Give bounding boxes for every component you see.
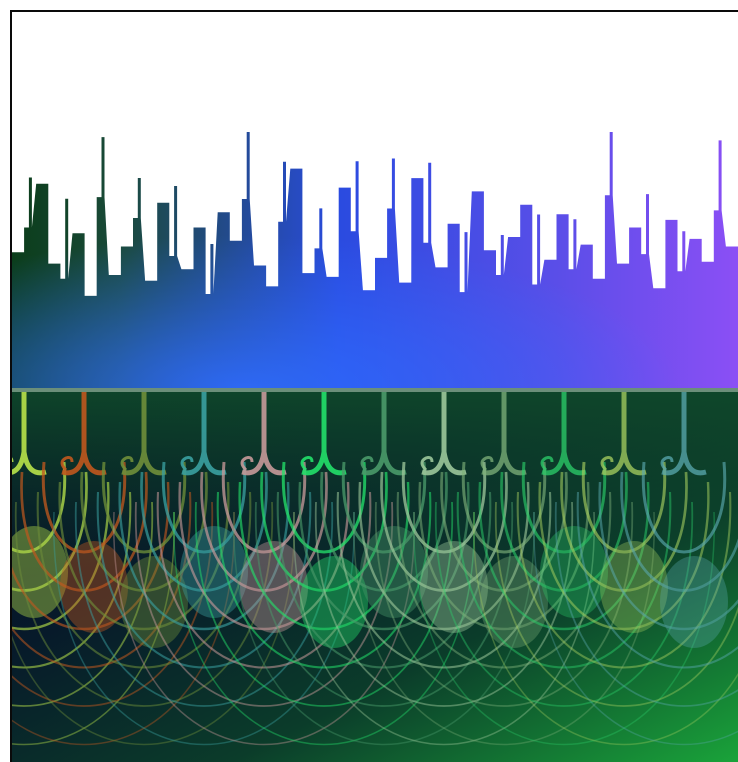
fern-9: [353, 392, 655, 746]
skyline-glow: [12, 132, 738, 390]
fern-curl: [358, 481, 530, 630]
fern-curl: [560, 471, 688, 592]
fern-curl: [478, 481, 650, 630]
fern-tendril: [60, 456, 74, 472]
fern-curl: [195, 501, 453, 707]
fern-7: [233, 392, 535, 746]
fern-curl: [36, 491, 252, 669]
fern-curl: [255, 501, 513, 707]
fern-leaf-cluster: [540, 526, 608, 618]
fern-curl: [156, 491, 372, 669]
abstract-artwork: [12, 12, 738, 762]
fern-curl: [380, 471, 508, 592]
fern-curl: [495, 501, 738, 707]
fern-leaf-cluster: [60, 541, 128, 633]
fern-tendril: [420, 456, 434, 472]
fern-curl: [620, 471, 738, 592]
fern-curl: [238, 481, 410, 630]
horizon-divider: [12, 388, 738, 392]
fern-10: [413, 392, 715, 746]
fern-curl: [435, 501, 693, 707]
fern-curl: [20, 471, 148, 592]
fern-leaf-cluster: [420, 541, 488, 633]
fern-curl: [135, 501, 393, 707]
fern-tendril: [180, 456, 194, 472]
fern-leaf-cluster: [660, 556, 728, 648]
fern-curl: [12, 501, 153, 707]
fern-curl: [200, 471, 328, 592]
fern-curl: [315, 501, 573, 707]
fern-curl: [538, 481, 710, 630]
fern-curl: [456, 491, 672, 669]
fern-curl: [161, 461, 247, 554]
fern-curl: [500, 471, 628, 592]
fern-curl: [473, 511, 738, 746]
fern-curl: [320, 471, 448, 592]
fern-leaf-cluster: [240, 541, 308, 633]
fern-tendril: [240, 456, 254, 472]
fern-curl: [555, 501, 738, 707]
fern-8: [293, 392, 595, 746]
fern-curl: [581, 461, 667, 554]
fern-curl: [598, 481, 738, 630]
fern-leaf-cluster: [360, 526, 428, 618]
fern-curl: [260, 471, 388, 592]
fern-curl: [576, 491, 738, 669]
fern-curl: [401, 461, 487, 554]
fern-tendril: [360, 456, 374, 472]
fern-leaf-cluster: [600, 541, 668, 633]
fern-12: [533, 392, 738, 746]
fern-curl: [418, 481, 590, 630]
fern-tendril: [660, 456, 674, 472]
fern-curl: [336, 491, 552, 669]
fern-curl: [641, 461, 727, 554]
fern-curl: [75, 501, 333, 707]
fern-curl: [12, 501, 213, 707]
fern-curl: [461, 461, 547, 554]
fern-curl: [341, 461, 427, 554]
fern-tendril: [540, 456, 554, 472]
fern-curl: [41, 461, 127, 554]
fern-curl: [533, 511, 738, 746]
fern-curl: [516, 491, 732, 669]
fern-curl: [12, 491, 192, 669]
fern-leaf-cluster: [180, 526, 248, 618]
fern-curl: [12, 461, 67, 554]
skyline-silhouette: [12, 132, 738, 390]
fern-curl: [96, 491, 312, 669]
fern-curl: [216, 491, 432, 669]
fern-curl: [276, 491, 492, 669]
fern-curl: [281, 461, 367, 554]
fern-3: [12, 392, 295, 746]
fern-curl: [298, 481, 470, 630]
fern-curl: [521, 461, 607, 554]
fern-curl: [140, 471, 268, 592]
fern-tendril: [300, 456, 314, 472]
fern-curl: [221, 461, 307, 554]
fern-curl: [375, 501, 633, 707]
fern-curl: [101, 461, 187, 554]
artwork-frame: [10, 10, 738, 762]
fern-curl: [15, 501, 273, 707]
fern-pattern: [12, 392, 738, 746]
fern-curl: [12, 491, 132, 669]
fern-tendril: [600, 456, 614, 472]
fern-curl: [396, 491, 612, 669]
fern-curl: [80, 471, 208, 592]
fern-curl: [12, 471, 88, 592]
fern-11: [473, 392, 738, 746]
fern-tendril: [480, 456, 494, 472]
fern-stem: [661, 392, 707, 476]
fern-curl: [440, 471, 568, 592]
fern-tendril: [120, 456, 134, 472]
